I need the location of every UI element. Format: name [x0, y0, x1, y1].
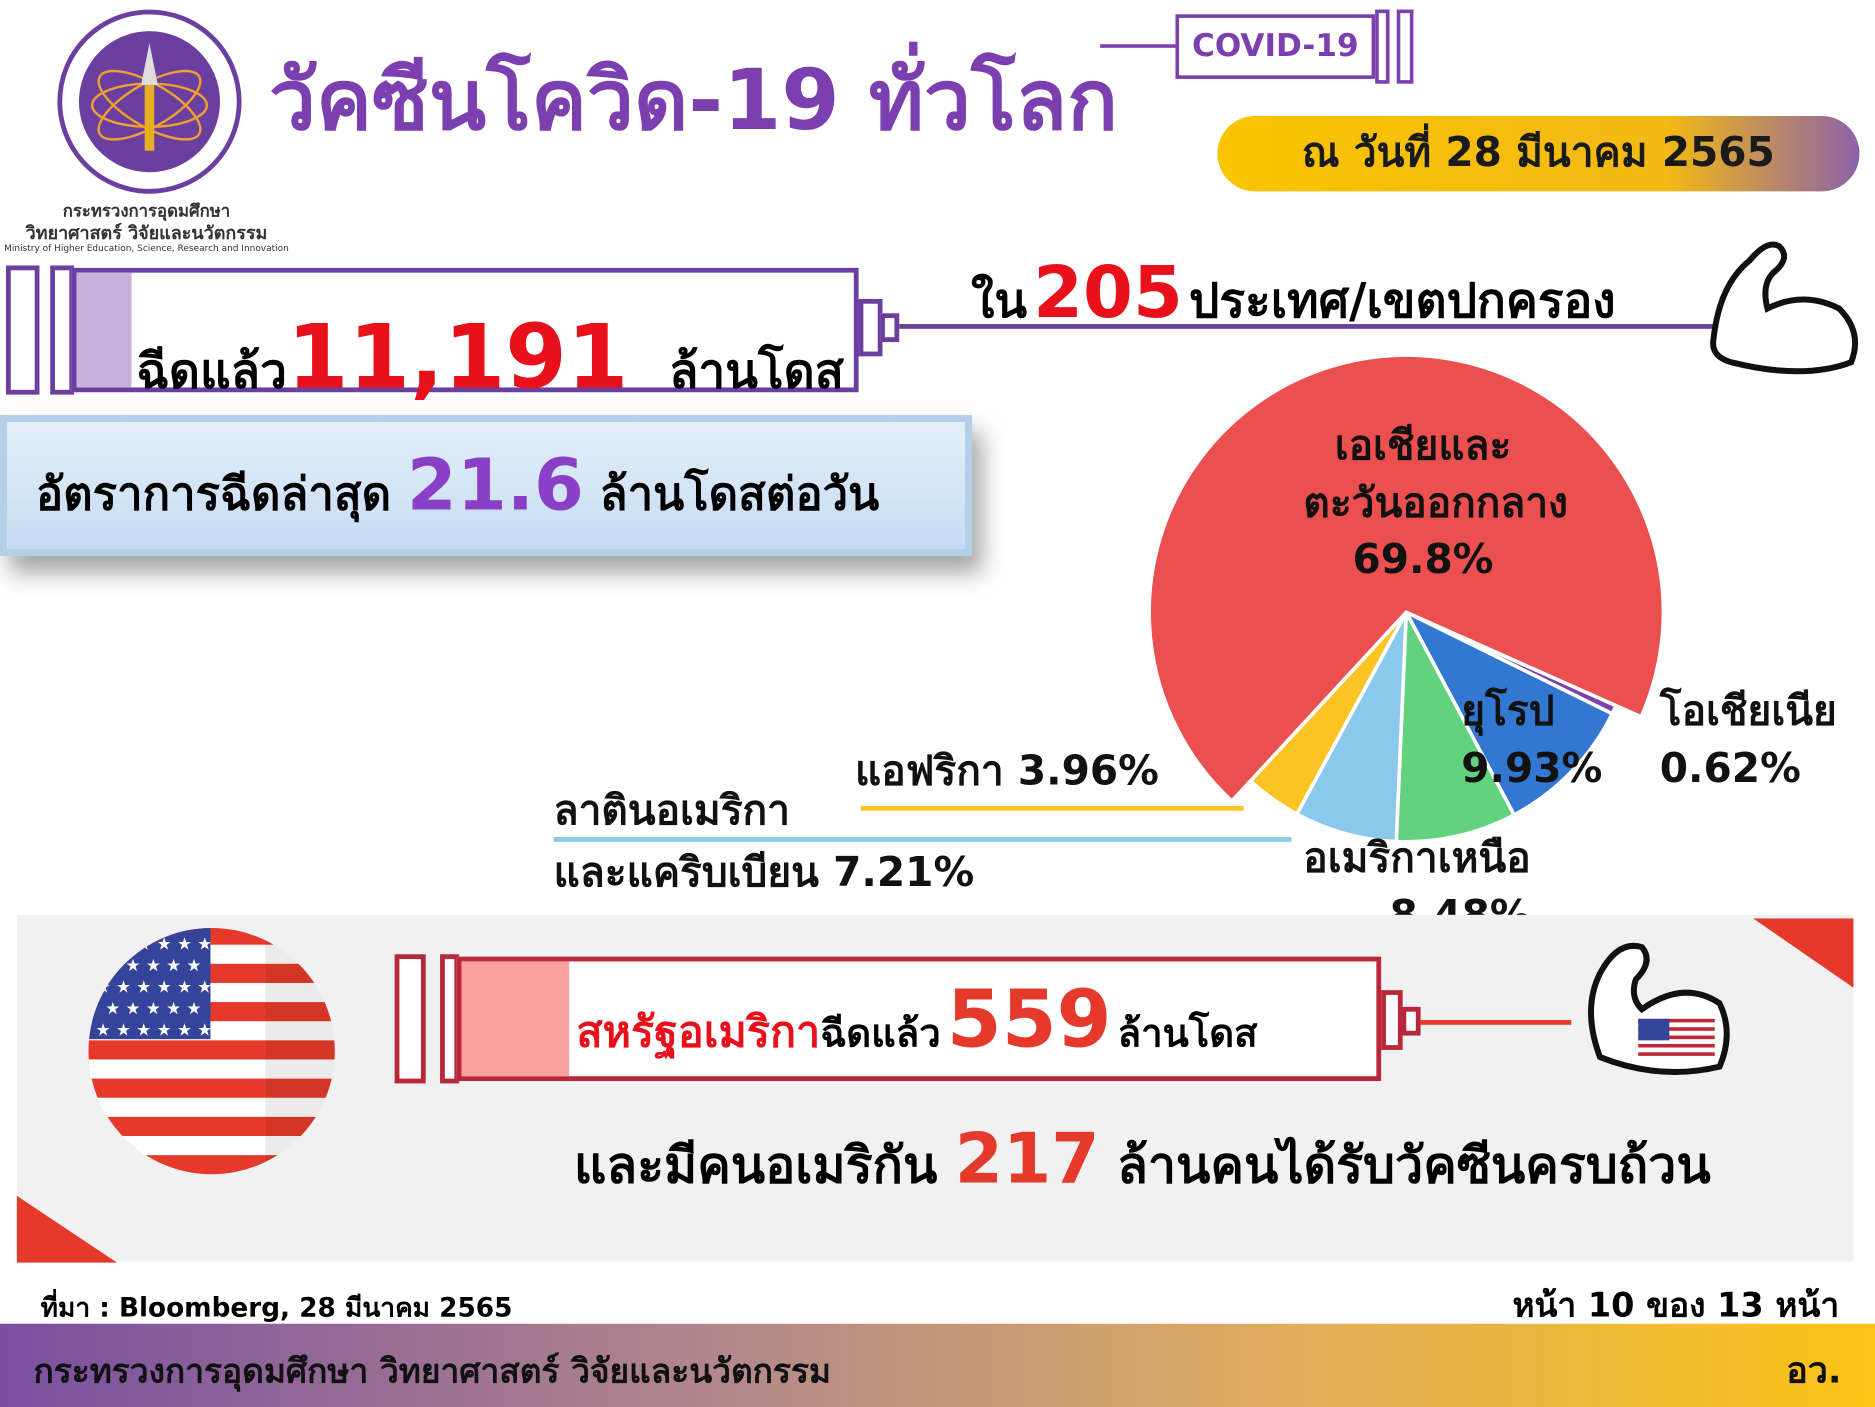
svg-text:★ ★ ★ ★ ★: ★ ★ ★ ★ ★ — [105, 998, 201, 1018]
logo-emblem-icon — [78, 31, 221, 173]
usa-syringe-needle — [1420, 1020, 1572, 1025]
usa-doses-value: 559 — [946, 973, 1112, 1066]
svg-text:★ ★ ★ ★ ★ ★: ★ ★ ★ ★ ★ ★ — [96, 1020, 213, 1040]
usa-country: สหรัฐอเมริกา — [576, 1008, 821, 1058]
usa-prefix: ฉีดแล้ว — [820, 1010, 941, 1056]
label-asia-1: เอเชียและ — [1334, 422, 1512, 470]
usa-people-value: 217 — [954, 1118, 1100, 1200]
label-latam-2: และแคริบเบียน 7.21% — [553, 848, 975, 897]
usa-syringe-tip — [1381, 990, 1403, 1050]
in-label: ใน — [970, 273, 1028, 329]
countries-text: ใน 205 ประเทศ/เขตปกครอง — [971, 251, 1616, 338]
svg-text:★ ★ ★ ★ ★ ★: ★ ★ ★ ★ ★ ★ — [96, 977, 213, 997]
usa-syringe: สหรัฐอเมริกาฉีดแล้ว 559 ล้านโดส — [456, 956, 1382, 1082]
date-pill: ณ วันที่ 28 มีนาคม 2565 — [1217, 115, 1860, 192]
usa-line2-suffix: ล้านคนได้รับวัคซีนครบถ้วน — [1117, 1136, 1711, 1195]
global-doses-value: 11,191 — [286, 306, 629, 409]
badge-plunger — [1375, 9, 1390, 84]
usa-fully-vaccinated-text: และมีคนอเมริกัน 217 ล้านคนได้รับวัคซีนคร… — [574, 1118, 1711, 1205]
logo-text-thai-2: วิทยาศาสตร์ วิจัยและนวัตกรรม — [25, 222, 268, 244]
usa-syringe-nozzle — [1401, 1006, 1421, 1036]
africa-leader-line — [860, 805, 1244, 811]
page-number: หน้า 10 ของ 13 หน้า — [1512, 1285, 1840, 1325]
syringe-plunger — [5, 265, 40, 395]
usa-flexed-arm-icon — [1588, 942, 1730, 1075]
label-latam: ลาตินอเมริกา และแคริบเบียน 7.21% — [554, 783, 975, 902]
global-unit: ล้านโดส — [669, 344, 844, 400]
footer-ministry: กระทรวงการอุดมศึกษา วิทยาศาสตร์ วิจัยและ… — [33, 1351, 832, 1391]
label-asia-value: 69.8% — [1352, 535, 1494, 584]
label-oceania-name: โอเชียเนีย — [1659, 687, 1837, 736]
rate-unit: ล้านโดสต่อวัน — [599, 467, 880, 521]
countries-value: 205 — [1033, 251, 1183, 335]
label-europe: ยุโรป 9.93% — [1461, 684, 1602, 798]
syringe-fill — [76, 272, 132, 388]
syringe-needle — [899, 324, 1797, 329]
usa-line2-prefix: และมีคนอเมริกัน — [573, 1136, 938, 1195]
corner-triangle-bottom — [16, 1195, 118, 1263]
ministry-logo — [57, 9, 242, 194]
label-africa: แอฟริกา 3.96% — [854, 747, 1159, 796]
covid-badge: COVID-19 — [1175, 14, 1376, 79]
logo-text-english: Ministry of Higher Education, Science, R… — [4, 242, 289, 254]
latam-leader-line — [553, 837, 1292, 842]
page-title: วัคซีนโควิด-19 ทั่วโลก — [269, 51, 1118, 150]
label-na-name: อเมริกาเหนือ — [1303, 834, 1531, 883]
flexed-arm-icon — [1710, 241, 1859, 375]
logo-text-thai-1: กระทรวงการอุดมศึกษา — [62, 202, 231, 222]
svg-text:★ ★ ★ ★ ★: ★ ★ ★ ★ ★ — [105, 955, 201, 975]
global-prefix: ฉีดแล้ว — [136, 344, 287, 400]
label-europe-name: ยุโรป — [1461, 687, 1555, 736]
usa-flag-icon: ★ ★ ★ ★ ★ ★★ ★ ★ ★ ★★ ★ ★ ★ ★ ★★ ★ ★ ★ ★… — [88, 927, 335, 1175]
footer-bar: กระทรวงการอุดมศึกษา วิทยาศาสตร์ วิจัยและ… — [0, 1323, 1875, 1407]
global-syringe: ฉีดแล้ว11,191 ล้านโดส — [71, 267, 859, 409]
label-oceania: โอเชียเนีย 0.62% — [1660, 684, 1837, 798]
syringe-nozzle — [880, 313, 900, 342]
badge-plunger-end — [1396, 9, 1414, 84]
pie-slice-3 — [1394, 605, 1517, 844]
usa-doses-text: สหรัฐอเมริกาฉีดแล้ว 559 ล้านโดส — [576, 973, 1257, 1065]
daily-rate-box: อัตราการฉีดล่าสุด 21.6 ล้านโดสต่อวัน — [0, 414, 973, 557]
label-asia: เอเชียและ ตะวันออกกลาง 69.8% — [1303, 419, 1568, 590]
label-oceania-value: 0.62% — [1659, 744, 1801, 793]
countries-label: ประเทศ/เขตปกครอง — [1188, 273, 1616, 329]
corner-triangle-top — [1753, 918, 1854, 988]
pie-slice-0 — [1147, 353, 1666, 804]
global-doses-text: ฉีดแล้ว11,191 ล้านโดส — [136, 306, 844, 409]
region-pie-chart — [1147, 353, 1666, 844]
pie-slice-2 — [1402, 608, 1615, 818]
usa-syringe-plunger — [394, 954, 426, 1084]
label-europe-value: 9.93% — [1461, 744, 1603, 793]
label-latam-1: ลาตินอเมริกา — [553, 786, 791, 835]
label-asia-2: ตะวันออกกลาง — [1303, 479, 1568, 527]
source-text: ที่มา : Bloomberg, 28 มีนาคม 2565 — [40, 1293, 513, 1324]
pie-slice-4 — [1294, 611, 1409, 844]
rate-prefix: อัตราการฉีดล่าสุด — [35, 467, 392, 521]
badge-needle — [1100, 44, 1176, 48]
rate-value: 21.6 — [406, 443, 584, 528]
usa-unit: ล้านโดส — [1117, 1010, 1258, 1056]
svg-text:★ ★ ★ ★ ★ ★: ★ ★ ★ ★ ★ ★ — [96, 933, 213, 953]
usa-syringe-fill — [461, 961, 570, 1077]
footer-abbr: อว. — [1786, 1350, 1842, 1392]
